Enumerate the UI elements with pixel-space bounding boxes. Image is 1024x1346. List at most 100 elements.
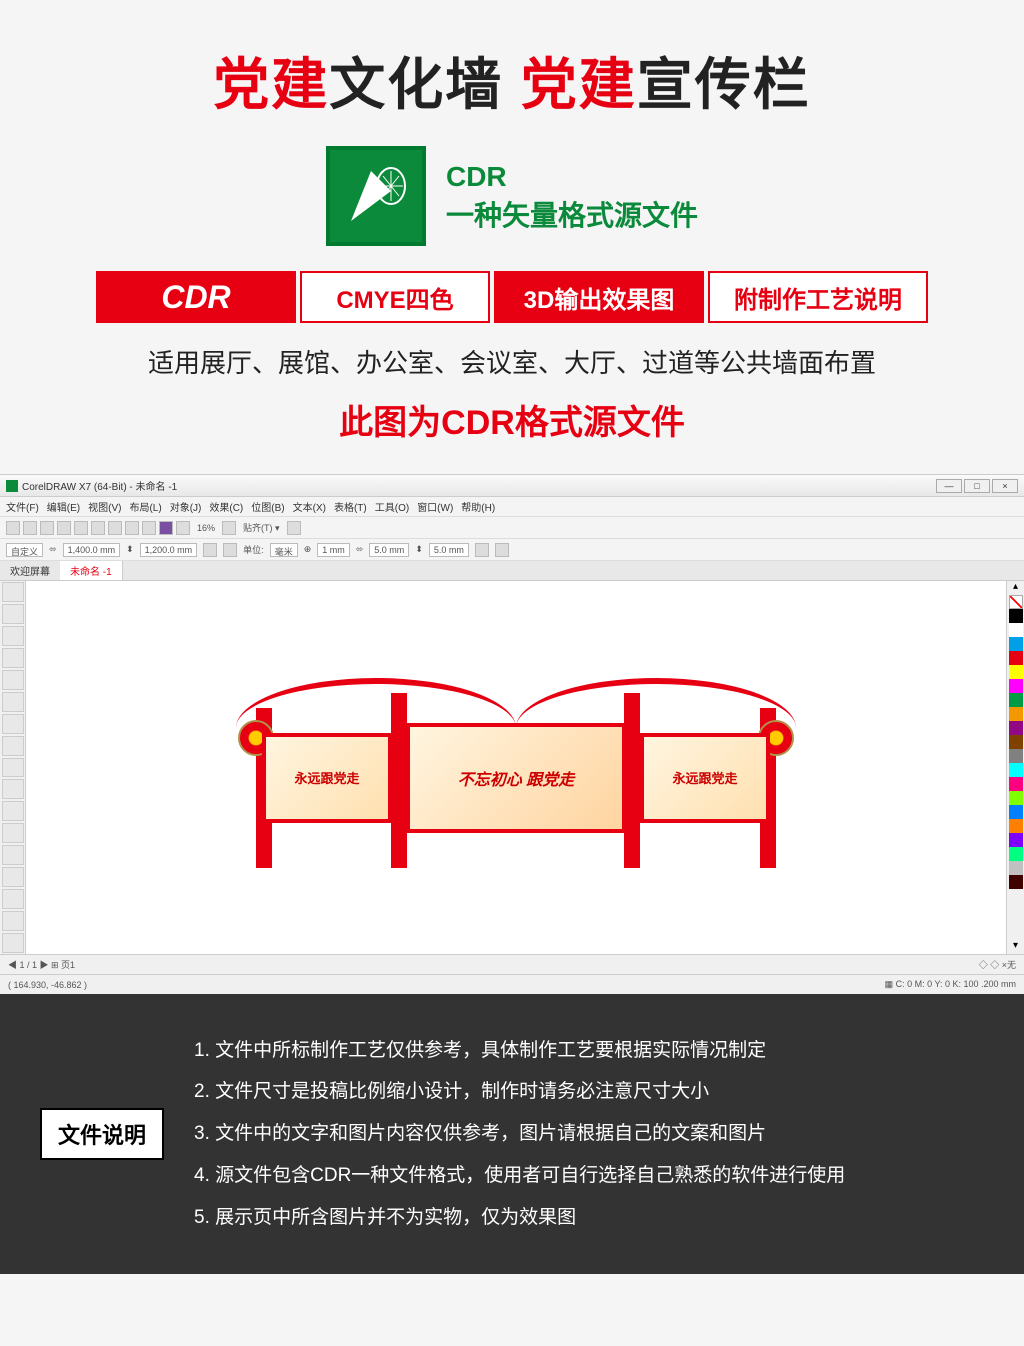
swatch-18[interactable] <box>1009 861 1023 875</box>
swatch-0[interactable] <box>1009 609 1023 623</box>
unit-select[interactable]: 毫米 <box>270 543 298 557</box>
eyedropper-tool[interactable] <box>2 889 24 909</box>
zoom-tool[interactable] <box>2 648 24 668</box>
cdr-desc: 一种矢量格式源文件 <box>446 196 698 235</box>
maximize-button[interactable]: □ <box>964 479 990 493</box>
connector-tool[interactable] <box>2 845 24 865</box>
badges-row: CDR CMYE四色 3D输出效果图 附制作工艺说明 <box>0 271 1024 323</box>
swatch-2[interactable] <box>1009 637 1023 651</box>
freehand-tool[interactable] <box>2 670 24 690</box>
swatch-6[interactable] <box>1009 693 1023 707</box>
tab-welcome[interactable]: 欢迎屏幕 <box>0 561 60 580</box>
swatch-11[interactable] <box>1009 763 1023 777</box>
swatch-8[interactable] <box>1009 721 1023 735</box>
menu-effect[interactable]: 效果(C) <box>209 499 243 514</box>
zoom-value[interactable]: 16% <box>197 523 215 533</box>
design-artwork: 永远跟党走 不忘初心 跟党走 永远跟党走 <box>236 668 796 868</box>
page-height[interactable]: 1,200.0 mm <box>140 543 198 557</box>
paste-icon[interactable] <box>108 521 122 535</box>
cdr-text: CDR 一种矢量格式源文件 <box>446 157 698 235</box>
import-icon[interactable] <box>159 521 173 535</box>
badge-3d: 3D输出效果图 <box>494 271 704 323</box>
swatch-4[interactable] <box>1009 665 1023 679</box>
prop-icon-1[interactable] <box>475 543 489 557</box>
save-icon[interactable] <box>40 521 54 535</box>
header-section: 党建文化墙 党建宣传栏 CDR 一种矢量格式源文件 CDR CMYE四色 <box>0 0 1024 474</box>
swatch-none[interactable] <box>1009 595 1023 609</box>
swatch-14[interactable] <box>1009 805 1023 819</box>
artistic-tool[interactable] <box>2 692 24 712</box>
menu-help[interactable]: 帮助(H) <box>461 499 495 514</box>
swatch-7[interactable] <box>1009 707 1023 721</box>
text-tool[interactable] <box>2 779 24 799</box>
menu-view[interactable]: 视图(V) <box>88 499 121 514</box>
badge-cmyk: CMYE四色 <box>300 271 490 323</box>
export-icon[interactable] <box>176 521 190 535</box>
shape-tool[interactable] <box>2 604 24 624</box>
menu-tools[interactable]: 工具(O) <box>375 499 409 514</box>
page-width[interactable]: 1,400.0 mm <box>63 543 121 557</box>
title-part-3: 党建 <box>521 53 637 116</box>
new-icon[interactable] <box>6 521 20 535</box>
statusbar-1: ◀ 1 / 1 ▶ ⊞ 页1 ◇ ◇ ×无 <box>0 954 1024 974</box>
nudge-h[interactable]: 5.0 mm <box>429 543 469 557</box>
copy-icon[interactable] <box>91 521 105 535</box>
menu-bitmap[interactable]: 位图(B) <box>251 499 284 514</box>
instruction-1: 1. 文件中所标制作工艺仅供参考，具体制作工艺要根据实际情况制定 <box>194 1030 845 1072</box>
swatch-9[interactable] <box>1009 735 1023 749</box>
polygon-tool[interactable] <box>2 758 24 778</box>
dimension-tool[interactable] <box>2 823 24 843</box>
outline-tool[interactable] <box>2 933 24 953</box>
prop-icon-2[interactable] <box>495 543 509 557</box>
nudge-w[interactable]: 5.0 mm <box>369 543 409 557</box>
snap-icon[interactable] <box>222 521 236 535</box>
open-icon[interactable] <box>23 521 37 535</box>
swatch-15[interactable] <box>1009 819 1023 833</box>
swatch-5[interactable] <box>1009 679 1023 693</box>
menu-window[interactable]: 窗口(W) <box>417 499 453 514</box>
nudge-small[interactable]: 1 mm <box>317 543 350 557</box>
menu-layout[interactable]: 布局(L) <box>129 499 161 514</box>
undo-icon[interactable] <box>125 521 139 535</box>
menu-table[interactable]: 表格(T) <box>334 499 367 514</box>
swatch-19[interactable] <box>1009 875 1023 889</box>
panel-right-text: 永远跟党走 <box>672 768 737 787</box>
tab-document[interactable]: 未命名 -1 <box>60 561 123 580</box>
swatch-10[interactable] <box>1009 749 1023 763</box>
portrait-icon[interactable] <box>203 543 217 557</box>
menu-file[interactable]: 文件(F) <box>6 499 39 514</box>
menu-object[interactable]: 对象(J) <box>170 499 202 514</box>
titlebar: CorelDRAW X7 (64-Bit) - 未命名 -1 — □ × <box>0 475 1024 497</box>
effects-tool[interactable] <box>2 867 24 887</box>
main-title: 党建文化墙 党建宣传栏 <box>0 40 1024 121</box>
redo-icon[interactable] <box>142 521 156 535</box>
close-button[interactable]: × <box>992 479 1018 493</box>
rectangle-tool[interactable] <box>2 714 24 734</box>
menu-text[interactable]: 文本(X) <box>293 499 326 514</box>
arc-left <box>236 678 516 728</box>
crop-tool[interactable] <box>2 626 24 646</box>
canvas[interactable]: 永远跟党走 不忘初心 跟党走 永远跟党走 <box>26 581 1006 954</box>
cut-icon[interactable] <box>74 521 88 535</box>
palette-down[interactable]: ▾ <box>1007 940 1024 954</box>
minimize-button[interactable]: — <box>936 479 962 493</box>
options-icon[interactable] <box>287 521 301 535</box>
print-icon[interactable] <box>57 521 71 535</box>
swatch-1[interactable] <box>1009 623 1023 637</box>
swatch-17[interactable] <box>1009 847 1023 861</box>
pick-tool[interactable] <box>2 582 24 602</box>
pillar-2 <box>391 693 407 868</box>
swatch-3[interactable] <box>1009 651 1023 665</box>
landscape-icon[interactable] <box>223 543 237 557</box>
swatch-12[interactable] <box>1009 777 1023 791</box>
table-tool[interactable] <box>2 801 24 821</box>
toolbar-1: 16% 贴齐(T) ▾ <box>0 517 1024 539</box>
instructions-list: 1. 文件中所标制作工艺仅供参考，具体制作工艺要根据实际情况制定 2. 文件尺寸… <box>194 1030 845 1239</box>
ellipse-tool[interactable] <box>2 736 24 756</box>
swatch-13[interactable] <box>1009 791 1023 805</box>
menu-edit[interactable]: 编辑(E) <box>47 499 80 514</box>
fill-tool[interactable] <box>2 911 24 931</box>
palette-up[interactable]: ▴ <box>1007 581 1024 595</box>
swatch-16[interactable] <box>1009 833 1023 847</box>
preset-select[interactable]: 自定义 <box>6 543 43 557</box>
